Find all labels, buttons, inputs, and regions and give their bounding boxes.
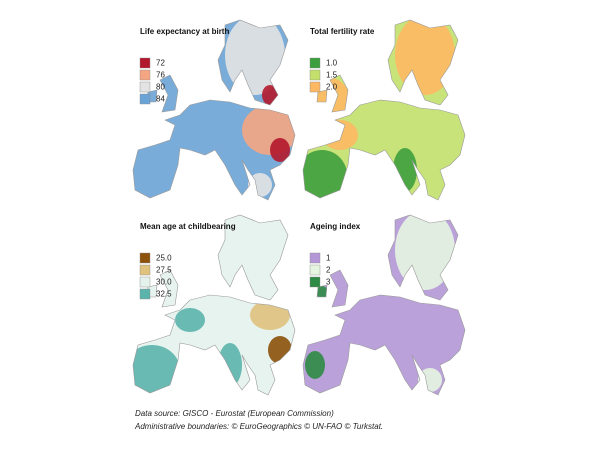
region bbox=[133, 345, 180, 395]
panel: Total fertility rate 1.0 1.5 2.0 bbox=[302, 19, 466, 201]
region bbox=[303, 150, 347, 200]
legend-label: 1 bbox=[326, 254, 331, 263]
panel-title: Mean age at childbearing bbox=[140, 222, 236, 231]
panel: Ageing index 1 2 3 bbox=[302, 214, 466, 396]
legend-label: 30.0 bbox=[156, 278, 172, 287]
panel-title: Total fertility rate bbox=[310, 27, 375, 36]
legend-label: 1.5 bbox=[326, 71, 338, 80]
legend-swatch bbox=[309, 69, 321, 81]
region bbox=[250, 300, 290, 330]
legend-swatch bbox=[139, 69, 151, 81]
caption: Administrative boundaries: © EuroGeograp… bbox=[134, 422, 383, 431]
legend-swatch bbox=[139, 276, 151, 288]
panel-title: Ageing index bbox=[310, 222, 361, 231]
legend-swatch bbox=[139, 93, 151, 105]
legend-swatch bbox=[309, 81, 321, 93]
legend-label: 84 bbox=[156, 95, 165, 104]
legend-swatch bbox=[139, 81, 151, 93]
map bbox=[133, 20, 295, 200]
region bbox=[316, 286, 328, 298]
legend-label: 80 bbox=[156, 83, 165, 92]
legend-label: 25.0 bbox=[156, 254, 172, 263]
legend-label: 2 bbox=[326, 266, 331, 275]
region bbox=[218, 343, 242, 387]
legend-swatch bbox=[309, 276, 321, 288]
region bbox=[270, 138, 290, 162]
legend-label: 3 bbox=[326, 278, 331, 287]
panel: Life expectancy at birth 72 76 80 84 bbox=[132, 19, 296, 201]
legend-swatch bbox=[309, 57, 321, 69]
legend-swatch bbox=[139, 252, 151, 264]
region bbox=[262, 85, 278, 105]
legend-swatch bbox=[139, 57, 151, 69]
region bbox=[418, 368, 442, 392]
region bbox=[248, 173, 272, 197]
legend-label: 76 bbox=[156, 71, 165, 80]
caption: Data source: GISCO - Eurostat (European … bbox=[135, 409, 334, 418]
panel: Mean age at childbearing 25.0 27.5 30.0 32.5 bbox=[132, 214, 296, 396]
map bbox=[303, 20, 465, 200]
legend-swatch bbox=[309, 264, 321, 276]
legend-label: 2.0 bbox=[326, 83, 338, 92]
region bbox=[175, 308, 205, 332]
panel-title: Life expectancy at birth bbox=[140, 27, 229, 36]
legend-label: 1.0 bbox=[326, 59, 338, 68]
legend-label: 32.5 bbox=[156, 290, 172, 299]
region bbox=[322, 120, 358, 150]
legend-label: 72 bbox=[156, 59, 165, 68]
legend-swatch bbox=[139, 264, 151, 276]
legend-swatch bbox=[139, 288, 151, 300]
legend-swatch bbox=[309, 252, 321, 264]
legend-label: 27.5 bbox=[156, 266, 172, 275]
region bbox=[305, 351, 325, 379]
